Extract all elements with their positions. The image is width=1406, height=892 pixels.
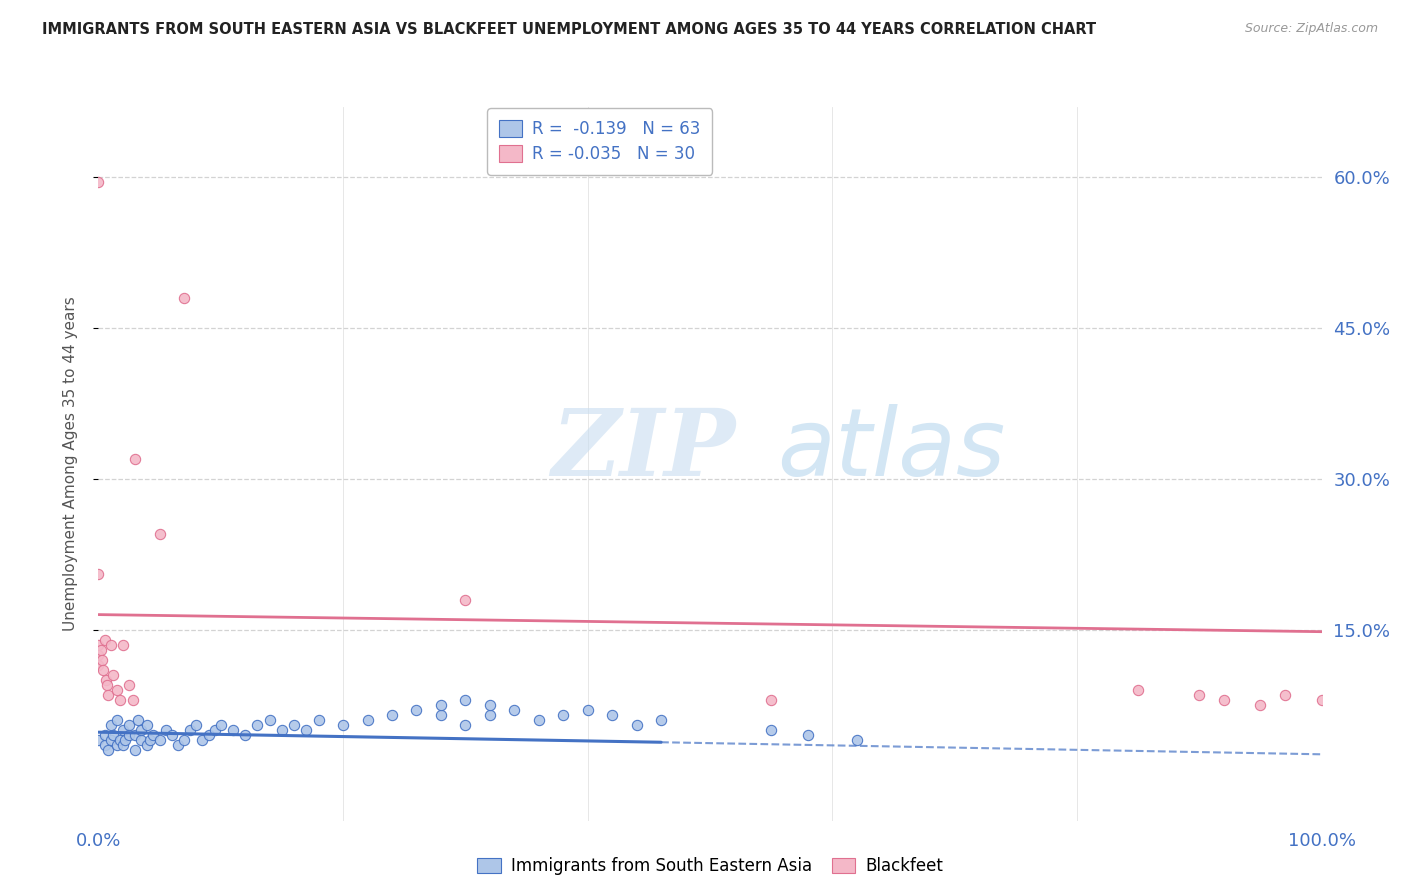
Point	[111, 723, 134, 738]
Point	[283, 718, 305, 732]
Point	[270, 723, 294, 738]
Point	[650, 713, 672, 727]
Point	[87, 638, 110, 652]
Point	[186, 718, 208, 732]
Point	[91, 653, 114, 667]
Point	[191, 733, 214, 747]
Point	[118, 718, 141, 732]
Point	[295, 723, 318, 738]
Point	[87, 176, 110, 190]
Point	[430, 698, 453, 712]
Point	[478, 708, 501, 723]
Point	[845, 733, 868, 747]
Point	[173, 291, 195, 305]
Text: Source: ZipAtlas.com: Source: ZipAtlas.com	[1244, 22, 1378, 36]
Point	[136, 738, 159, 752]
Point	[100, 638, 122, 652]
Point	[118, 728, 141, 742]
Point	[100, 718, 122, 732]
Point	[111, 638, 134, 652]
Point	[87, 657, 110, 672]
Point	[105, 713, 128, 727]
Point	[96, 678, 118, 692]
Point	[553, 708, 575, 723]
Point	[332, 718, 354, 732]
Point	[179, 723, 201, 738]
Point	[160, 728, 183, 742]
Point	[1188, 688, 1211, 702]
Point	[111, 738, 134, 752]
Point	[124, 728, 146, 742]
Point	[454, 718, 477, 732]
Point	[149, 527, 172, 541]
Point	[454, 693, 477, 707]
Point	[87, 648, 110, 662]
Point	[124, 743, 146, 757]
Point	[118, 678, 141, 692]
Point	[167, 738, 190, 752]
Point	[93, 738, 115, 752]
Point	[209, 718, 232, 732]
Point	[527, 713, 550, 727]
Point	[139, 733, 162, 747]
Point	[405, 703, 427, 717]
Point	[110, 693, 132, 707]
Point	[173, 733, 195, 747]
Text: atlas: atlas	[778, 404, 1005, 495]
Point	[233, 728, 256, 742]
Point	[149, 733, 172, 747]
Point	[761, 693, 783, 707]
Text: ZIP: ZIP	[551, 405, 735, 494]
Point	[121, 693, 143, 707]
Point	[91, 663, 114, 677]
Point	[93, 632, 115, 647]
Point	[94, 673, 117, 687]
Point	[127, 713, 149, 727]
Y-axis label: Unemployment Among Ages 35 to 44 years: Unemployment Among Ages 35 to 44 years	[63, 296, 77, 632]
Point	[155, 723, 177, 738]
Legend: Immigrants from South Eastern Asia, Blackfeet: Immigrants from South Eastern Asia, Blac…	[468, 849, 952, 884]
Point	[246, 718, 269, 732]
Point	[101, 668, 124, 682]
Point	[259, 713, 281, 727]
Point	[381, 708, 404, 723]
Point	[129, 723, 152, 738]
Point	[797, 728, 820, 742]
Point	[87, 567, 110, 582]
Point	[114, 733, 136, 747]
Point	[142, 728, 165, 742]
Point	[1310, 693, 1333, 707]
Point	[430, 708, 453, 723]
Point	[105, 738, 128, 752]
Point	[761, 723, 783, 738]
Point	[93, 728, 115, 742]
Point	[129, 733, 152, 747]
Point	[503, 703, 526, 717]
Point	[308, 713, 330, 727]
Point	[124, 451, 146, 466]
Point	[100, 733, 122, 747]
Point	[222, 723, 245, 738]
Point	[626, 718, 648, 732]
Point	[90, 642, 112, 657]
Point	[101, 728, 124, 742]
Point	[1274, 688, 1296, 702]
Point	[1212, 693, 1234, 707]
Text: IMMIGRANTS FROM SOUTH EASTERN ASIA VS BLACKFEET UNEMPLOYMENT AMONG AGES 35 TO 44: IMMIGRANTS FROM SOUTH EASTERN ASIA VS BL…	[42, 22, 1097, 37]
Point	[454, 592, 477, 607]
Point	[1249, 698, 1271, 712]
Point	[600, 708, 623, 723]
Point	[1128, 683, 1150, 698]
Point	[87, 733, 110, 747]
Point	[478, 698, 501, 712]
Point	[97, 688, 120, 702]
Point	[136, 718, 159, 732]
Point	[356, 713, 378, 727]
Point	[204, 723, 226, 738]
Point	[576, 703, 599, 717]
Point	[97, 743, 120, 757]
Point	[105, 683, 128, 698]
Point	[197, 728, 219, 742]
Point	[110, 733, 132, 747]
